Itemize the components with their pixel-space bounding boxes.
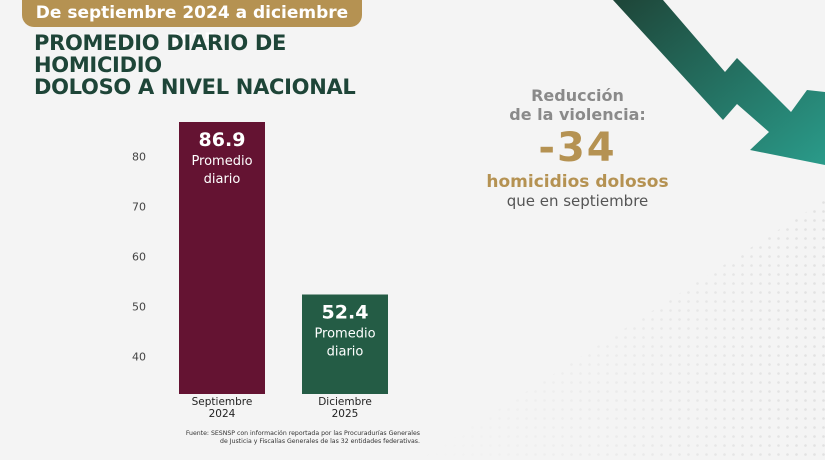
bar	[179, 122, 265, 394]
title-line: PROMEDIO DIARIO DE	[34, 31, 287, 55]
source-line: de Justicia y Fiscalías Generales de las…	[220, 437, 420, 445]
x-tick-label: Septiembre	[192, 396, 253, 408]
stat-unit: homicidios dolosos	[486, 172, 669, 192]
bar-caption: Promedio	[191, 154, 252, 169]
stat-number: -34	[538, 125, 617, 171]
data-label: 86.9	[199, 129, 246, 151]
y-tick-label: 60	[132, 251, 146, 264]
source-note: Fuente: SESNSP con información reportada…	[150, 430, 420, 445]
bar-caption: Promedio	[314, 327, 375, 342]
y-tick-label: 40	[132, 351, 146, 364]
y-tick-label: 80	[132, 151, 146, 164]
y-tick-label: 70	[132, 201, 146, 214]
stat-sub: que en septiembre	[506, 192, 649, 210]
bar-caption: diario	[327, 345, 364, 360]
stat-heading: Reducción de la violencia:	[470, 86, 685, 124]
stat-heading-line: de la violencia:	[509, 105, 646, 124]
data-label: 52.4	[322, 302, 369, 324]
reduction-stat: Reducción de la violencia: -34 homicidio…	[470, 86, 685, 210]
x-tick-label: Diciembre	[318, 396, 372, 408]
x-tick-label: 2025	[332, 408, 359, 420]
x-tick-label: 2024	[209, 408, 236, 420]
bar	[302, 294, 388, 394]
stat-heading-line: Reducción	[531, 86, 624, 105]
source-line: Fuente: SESNSP con información reportada…	[185, 430, 420, 437]
trend-down-arrow-icon	[613, 0, 825, 165]
y-tick-label: 50	[132, 301, 146, 314]
chart-title: PROMEDIO DIARIO DE HOMICIDIO DOLOSO A NI…	[34, 32, 394, 98]
title-line: HOMICIDIO	[34, 53, 162, 77]
bar-caption: diario	[204, 172, 241, 187]
period-tab: De septiembre 2024 a diciembre 2025	[22, 0, 362, 50]
title-line: DOLOSO A NIVEL NACIONAL	[34, 75, 356, 99]
